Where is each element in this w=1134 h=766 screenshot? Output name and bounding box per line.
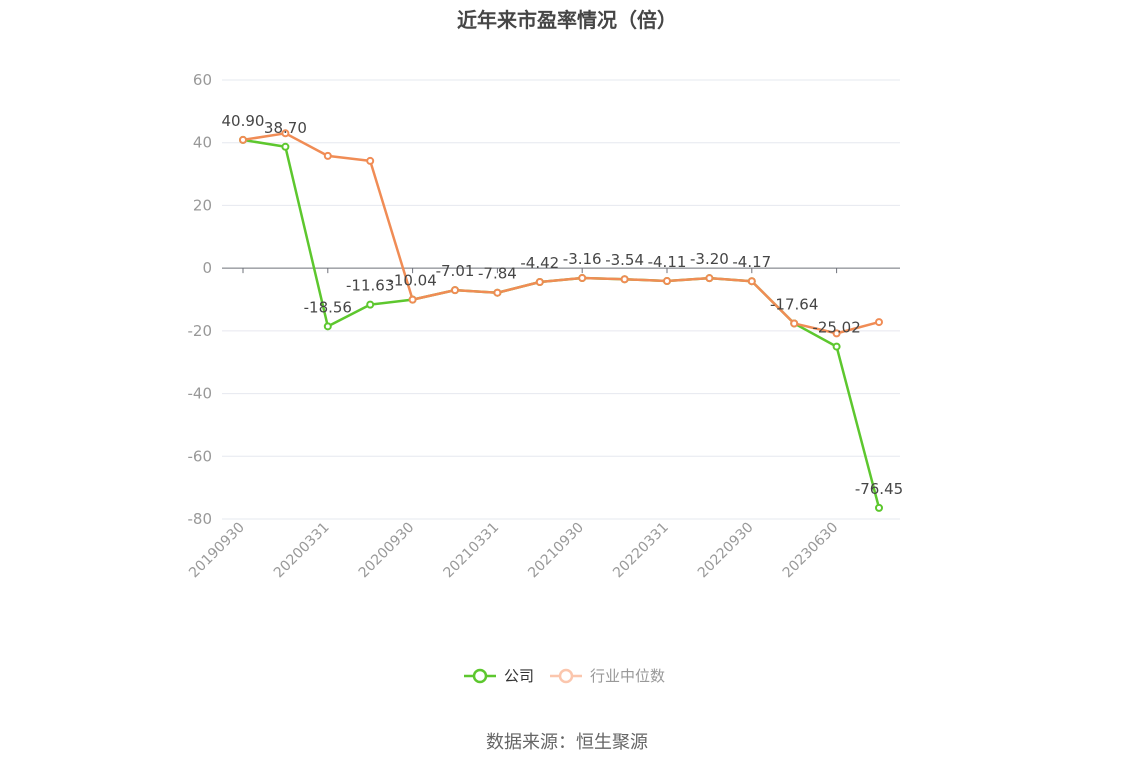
data-point (323, 322, 332, 331)
data-label: -17.64 (770, 295, 818, 313)
x-axis-tick-labels: 20190930 20200331 20200930 20210331 20210930… (186, 520, 841, 582)
data-label: -18.56 (304, 298, 352, 316)
data-label: -3.16 (563, 250, 602, 268)
legend-swatch-marker (558, 668, 574, 684)
legend-swatch-marker (472, 668, 488, 684)
y-tick-label: 40 (193, 134, 212, 152)
legend-label: 行业中位数 (590, 667, 665, 685)
data-label: -4.17 (732, 253, 771, 271)
data-point (366, 156, 375, 165)
data-point (451, 286, 459, 295)
data-point (832, 342, 841, 351)
legend: 公司 行业中位数 (464, 667, 665, 685)
y-tick-label: 0 (202, 259, 212, 277)
x-tick-label: 20200331 (271, 520, 333, 582)
x-tick-label: 20220930 (695, 520, 757, 582)
series-line-1 (242, 132, 880, 335)
data-point (663, 277, 671, 286)
series-lines (242, 132, 881, 509)
data-point (281, 129, 290, 138)
data-point (832, 329, 841, 338)
y-axis-ticks: 60 40 20 0 -20 -40 -60 -80 (188, 71, 213, 528)
y-tick-label: -80 (188, 510, 213, 528)
data-label: -7.01 (436, 262, 475, 280)
data-point (620, 275, 629, 284)
grid-lines (222, 79, 900, 520)
data-point (535, 278, 544, 287)
data-point (705, 274, 714, 283)
data-label: -3.54 (605, 251, 644, 269)
legend-label: 公司 (504, 667, 534, 685)
x-tick-label: 20220331 (610, 520, 672, 582)
x-tick-label: 20210331 (441, 520, 503, 582)
y-tick-label: 60 (193, 71, 212, 89)
data-label: 40.90 (222, 112, 265, 130)
data-point (239, 135, 247, 144)
data-point (578, 274, 587, 283)
series-points (239, 129, 883, 512)
data-label: -10.04 (388, 272, 436, 290)
data-label: -25.02 (812, 319, 860, 337)
chart-title: 近年来市盈率情况（倍） (457, 8, 677, 32)
data-point (875, 503, 883, 512)
y-tick-label: -40 (188, 385, 213, 403)
x-tick-label: 20190930 (186, 520, 248, 582)
data-labels: 40.90 38.70-18.56-11.63-10.04-7.01 -7.84-4… (222, 112, 904, 498)
data-label: -76.45 (855, 480, 903, 498)
data-point (408, 295, 417, 304)
y-tick-label: -20 (188, 322, 213, 340)
data-point (281, 142, 290, 151)
series-line-0 (242, 138, 881, 509)
y-tick-label: 20 (193, 196, 212, 214)
data-label: -4.42 (520, 254, 559, 272)
data-point (366, 300, 375, 309)
data-point (790, 319, 799, 328)
x-tick-label: 20200930 (356, 520, 418, 582)
data-label: -7.84 (478, 265, 517, 283)
data-label: -11.63 (346, 277, 394, 295)
data-source-note: 数据来源：恒生聚源 (486, 732, 648, 753)
data-point (875, 318, 883, 327)
data-point (323, 151, 332, 160)
data-label: 38.70 (264, 119, 307, 137)
data-point (747, 277, 756, 286)
pe-ratio-line-chart: 60 40 20 0 -20 -40 -60 -80 20190930 20200331 2020… (186, 71, 904, 685)
x-tick-label: 20210930 (525, 520, 587, 582)
x-tick-label: 20230630 (780, 520, 842, 582)
y-tick-label: -60 (188, 447, 213, 465)
x-axis (222, 267, 900, 274)
data-label: -3.20 (690, 250, 729, 268)
data-label: -4.11 (648, 253, 687, 271)
data-point (493, 288, 502, 297)
